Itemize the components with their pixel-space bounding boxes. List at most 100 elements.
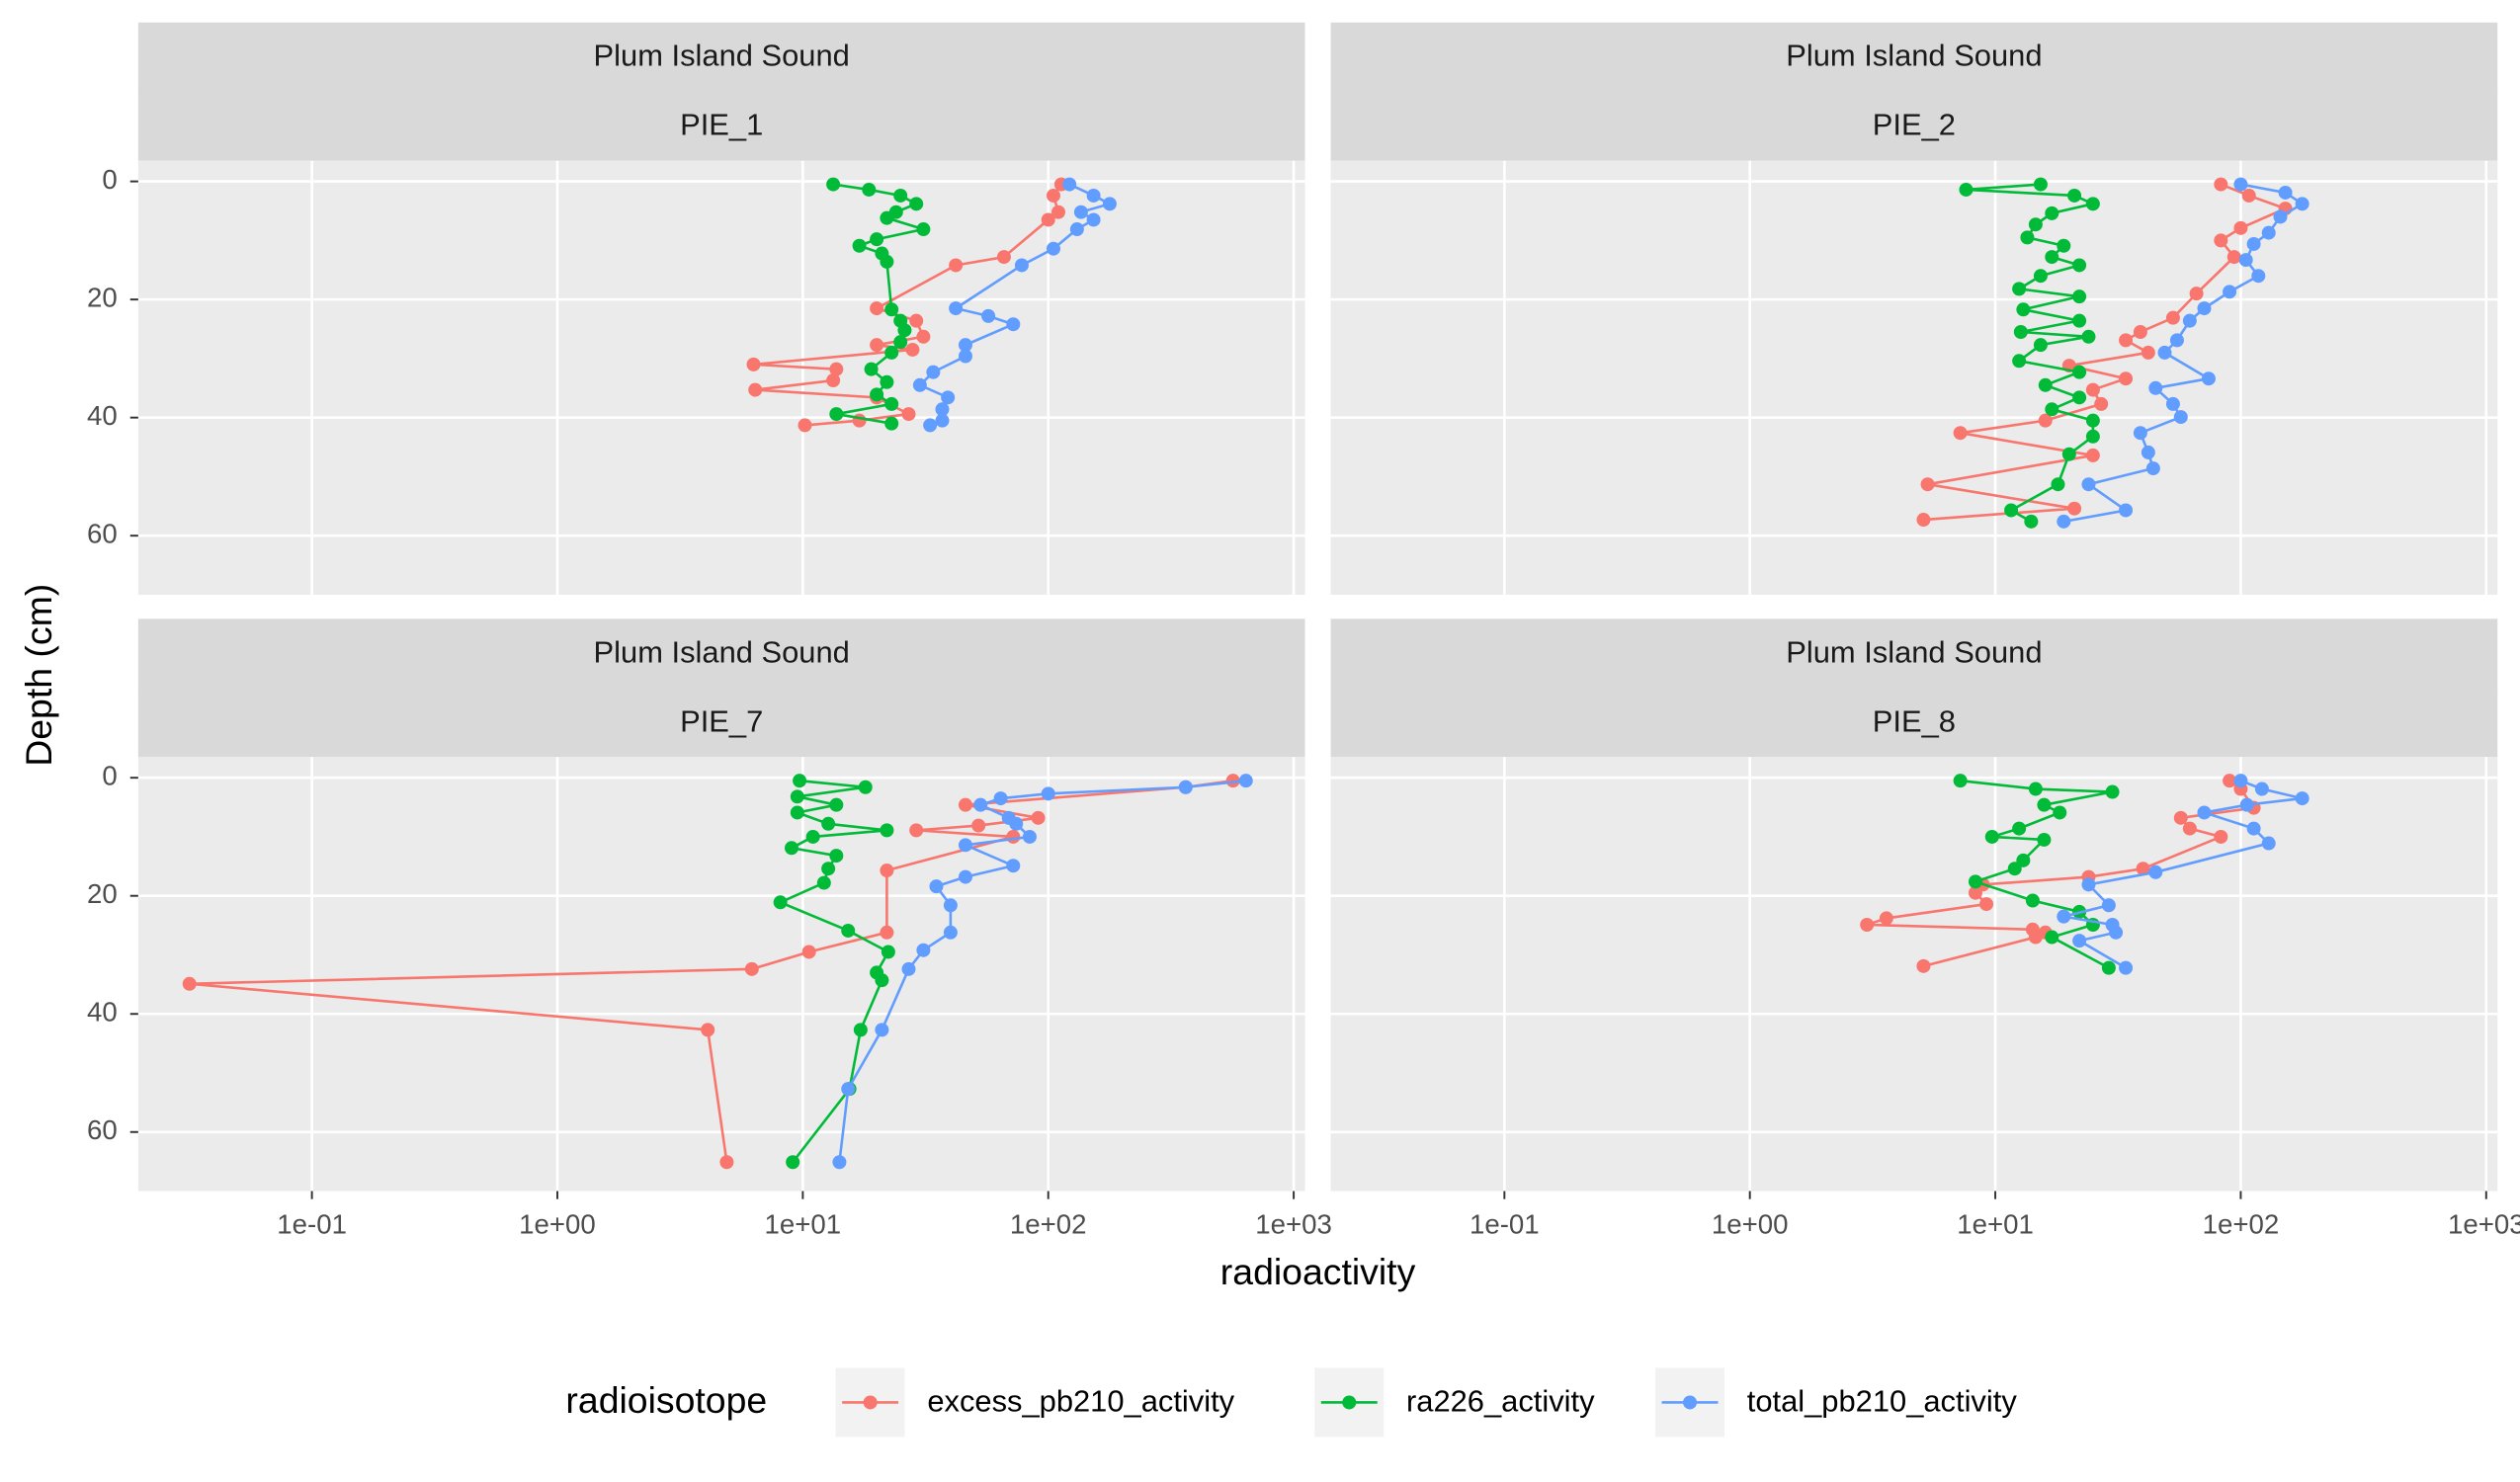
data-point bbox=[1968, 874, 1982, 889]
data-point bbox=[793, 774, 807, 788]
data-point bbox=[2101, 960, 2116, 975]
data-point bbox=[790, 805, 804, 820]
data-point bbox=[943, 925, 958, 940]
data-point bbox=[2157, 345, 2172, 360]
data-point bbox=[829, 362, 844, 376]
legend-label: ra226_activity bbox=[1406, 1383, 1595, 1418]
data-point bbox=[958, 869, 972, 884]
data-point bbox=[905, 342, 920, 357]
data-point bbox=[2148, 380, 2163, 395]
data-point bbox=[841, 1082, 856, 1097]
x-tick-label: 1e+03 bbox=[2448, 1209, 2520, 1240]
data-point bbox=[829, 797, 844, 812]
data-point bbox=[935, 402, 950, 417]
data-point bbox=[2028, 217, 2043, 232]
legend-label: total_pb210_activity bbox=[1747, 1383, 2018, 1418]
data-point bbox=[880, 864, 894, 878]
data-point bbox=[1006, 859, 1021, 873]
data-point bbox=[2201, 371, 2216, 386]
data-point bbox=[2226, 250, 2241, 265]
data-point bbox=[1984, 829, 1999, 844]
data-point bbox=[805, 829, 820, 844]
data-point bbox=[2057, 909, 2071, 924]
data-point bbox=[2273, 209, 2288, 224]
data-point bbox=[2033, 338, 2048, 353]
data-point bbox=[2182, 821, 2197, 836]
y-tick-label: 40 bbox=[87, 997, 118, 1028]
x-tick-label: 1e+03 bbox=[1255, 1209, 1332, 1240]
data-point bbox=[2028, 930, 2043, 945]
data-point bbox=[2072, 365, 2087, 379]
data-point bbox=[935, 413, 950, 428]
data-point bbox=[832, 1155, 847, 1170]
strip-background bbox=[137, 22, 1305, 94]
data-point bbox=[2016, 302, 2031, 317]
data-point bbox=[829, 407, 844, 422]
data-point bbox=[1062, 177, 1077, 192]
data-point bbox=[816, 875, 831, 890]
data-point bbox=[2141, 345, 2155, 360]
data-point bbox=[923, 418, 938, 433]
data-point bbox=[2094, 396, 2109, 411]
strip-background bbox=[1330, 688, 2498, 758]
strip-subtitle: PIE_8 bbox=[1873, 703, 1956, 738]
data-point bbox=[901, 961, 916, 976]
x-tick-label: 1e-01 bbox=[277, 1209, 347, 1240]
x-tick-label: 1e+00 bbox=[519, 1209, 596, 1240]
data-point bbox=[2004, 503, 2019, 518]
data-point bbox=[2012, 821, 2027, 836]
data-point bbox=[821, 816, 836, 831]
data-point bbox=[2101, 898, 2116, 913]
data-point bbox=[926, 365, 941, 379]
data-point bbox=[182, 976, 197, 991]
data-point bbox=[798, 418, 812, 433]
data-point bbox=[2053, 805, 2067, 820]
data-point bbox=[2085, 197, 2100, 211]
data-point bbox=[821, 862, 836, 876]
data-point bbox=[2045, 930, 2059, 945]
data-point bbox=[1031, 810, 1046, 825]
legend-label: excess_pb210_activity bbox=[927, 1383, 1234, 1418]
data-point bbox=[880, 925, 894, 940]
data-point bbox=[880, 254, 894, 269]
x-axis-title: radioactivity bbox=[1220, 1251, 1416, 1292]
data-point bbox=[2233, 220, 2248, 235]
data-point bbox=[826, 177, 841, 192]
legend-point bbox=[863, 1395, 878, 1410]
data-point bbox=[880, 374, 894, 389]
data-point bbox=[801, 945, 816, 959]
data-point bbox=[2261, 836, 2276, 851]
y-tick-label: 40 bbox=[87, 400, 118, 431]
data-point bbox=[958, 797, 972, 812]
data-point bbox=[884, 302, 899, 317]
data-point bbox=[993, 791, 1008, 806]
data-point bbox=[2119, 503, 2134, 518]
data-point bbox=[2081, 477, 2096, 492]
strip-background bbox=[137, 618, 1305, 690]
data-point bbox=[829, 849, 844, 864]
data-point bbox=[853, 1023, 868, 1037]
data-point bbox=[2182, 313, 2197, 328]
data-point bbox=[2136, 862, 2150, 876]
strip-title: Plum Island Sound bbox=[1786, 634, 2042, 669]
data-point bbox=[2261, 225, 2276, 240]
data-point bbox=[870, 301, 884, 316]
data-point bbox=[2081, 877, 2096, 892]
data-point bbox=[893, 188, 908, 203]
data-point bbox=[2173, 810, 2188, 825]
data-point bbox=[2223, 774, 2237, 788]
data-point bbox=[773, 895, 788, 910]
data-point bbox=[916, 222, 931, 237]
x-tick-label: 1e+02 bbox=[1010, 1209, 1087, 1240]
x-tick-label: 1e+01 bbox=[765, 1209, 842, 1240]
data-point bbox=[875, 1023, 889, 1037]
data-point bbox=[2239, 797, 2254, 812]
data-point bbox=[2057, 514, 2071, 529]
data-point bbox=[2109, 925, 2124, 940]
strip-title: Plum Island Sound bbox=[594, 634, 850, 669]
data-point bbox=[2119, 960, 2134, 975]
data-point bbox=[916, 943, 931, 957]
strip-title: Plum Island Sound bbox=[1786, 39, 2042, 73]
